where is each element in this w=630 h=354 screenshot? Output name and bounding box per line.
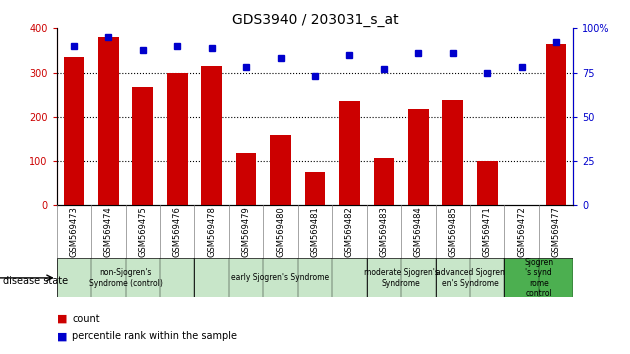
Text: moderate Sjogren's
Syndrome: moderate Sjogren's Syndrome bbox=[364, 268, 438, 287]
Bar bbox=[236, 153, 256, 205]
Bar bbox=[477, 161, 498, 205]
Text: disease state: disease state bbox=[3, 276, 68, 286]
Text: GSM569475: GSM569475 bbox=[139, 206, 147, 257]
Text: GSM569474: GSM569474 bbox=[104, 206, 113, 257]
Bar bbox=[57, 258, 195, 297]
Title: GDS3940 / 203031_s_at: GDS3940 / 203031_s_at bbox=[232, 13, 398, 27]
Text: GSM569485: GSM569485 bbox=[449, 206, 457, 257]
Text: GSM569478: GSM569478 bbox=[207, 206, 216, 257]
Bar bbox=[64, 57, 84, 205]
Text: GSM569479: GSM569479 bbox=[242, 206, 251, 257]
Text: GSM569482: GSM569482 bbox=[345, 206, 354, 257]
Text: GSM569483: GSM569483 bbox=[379, 206, 388, 257]
Text: early Sjogren's Syndrome: early Sjogren's Syndrome bbox=[231, 273, 329, 282]
Bar bbox=[167, 74, 188, 205]
Text: GSM569481: GSM569481 bbox=[311, 206, 319, 257]
Bar bbox=[270, 135, 291, 205]
Bar bbox=[374, 158, 394, 205]
Bar bbox=[305, 172, 325, 205]
Text: count: count bbox=[72, 314, 100, 324]
Text: advanced Sjogren
en's Syndrome: advanced Sjogren en's Syndrome bbox=[435, 268, 505, 287]
Bar bbox=[505, 258, 573, 297]
Bar bbox=[202, 66, 222, 205]
Text: GSM569484: GSM569484 bbox=[414, 206, 423, 257]
Text: non-Sjogren's
Syndrome (control): non-Sjogren's Syndrome (control) bbox=[89, 268, 163, 287]
Text: GSM569473: GSM569473 bbox=[69, 206, 78, 257]
Text: ■: ■ bbox=[57, 314, 67, 324]
Text: ■: ■ bbox=[57, 331, 67, 341]
Text: GSM569477: GSM569477 bbox=[552, 206, 561, 257]
Bar bbox=[442, 100, 463, 205]
Bar bbox=[435, 258, 505, 297]
Bar bbox=[132, 87, 153, 205]
Text: GSM569476: GSM569476 bbox=[173, 206, 181, 257]
Bar bbox=[408, 109, 428, 205]
Text: GSM569471: GSM569471 bbox=[483, 206, 491, 257]
Bar bbox=[546, 44, 566, 205]
Bar bbox=[339, 101, 360, 205]
Text: GSM569480: GSM569480 bbox=[276, 206, 285, 257]
Text: GSM569472: GSM569472 bbox=[517, 206, 526, 257]
Bar bbox=[195, 258, 367, 297]
Bar bbox=[98, 37, 118, 205]
Bar bbox=[367, 258, 435, 297]
Text: Sjogren
's synd
rome
control: Sjogren 's synd rome control bbox=[524, 258, 553, 298]
Text: percentile rank within the sample: percentile rank within the sample bbox=[72, 331, 238, 341]
